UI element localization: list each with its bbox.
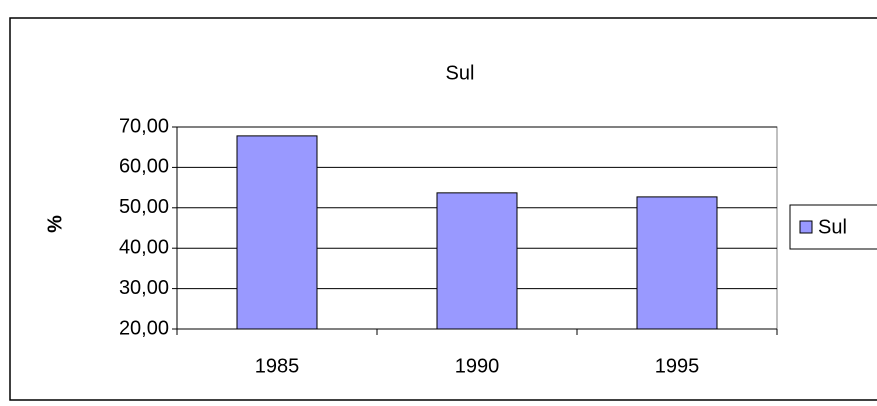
chart-border xyxy=(9,17,877,401)
legend-label: Sul xyxy=(818,216,847,238)
y-tick-label: 40,00 xyxy=(119,236,169,258)
x-tick-label: 1990 xyxy=(455,355,500,377)
y-tick-label: 70,00 xyxy=(119,115,169,137)
y-axis-label: % xyxy=(44,215,66,233)
bar xyxy=(236,135,318,330)
y-tick-label: 30,00 xyxy=(119,277,169,299)
y-tick-label: 60,00 xyxy=(119,156,169,178)
bar xyxy=(436,192,518,330)
chart-title: Sul xyxy=(446,62,475,84)
y-tick-label: 50,00 xyxy=(119,196,169,218)
bar xyxy=(636,196,718,330)
y-tick-label: 20,00 xyxy=(119,317,169,339)
legend-marker xyxy=(799,220,813,234)
x-tick-label: 1995 xyxy=(655,355,700,377)
x-tick-label: 1985 xyxy=(255,355,300,377)
